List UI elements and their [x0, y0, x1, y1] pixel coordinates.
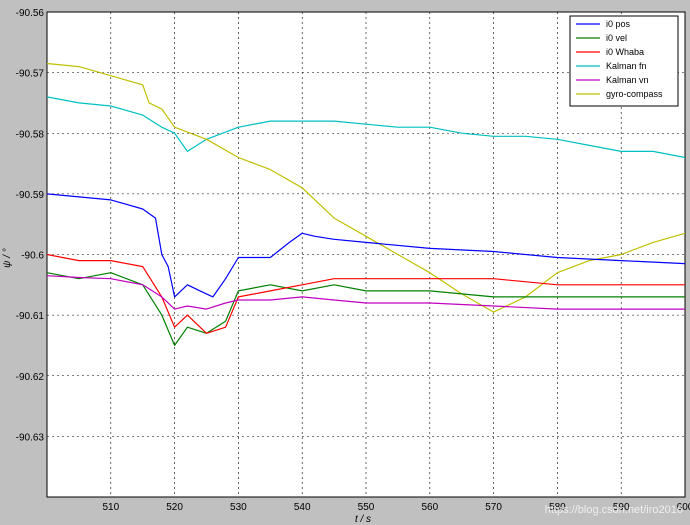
series-line-gyro-compass	[46, 62, 686, 313]
x-tick-label: 550	[358, 502, 375, 513]
y-tick-label: -90.57	[16, 69, 45, 80]
y-tick-label: -90.59	[16, 190, 45, 201]
x-tick-label: 510	[102, 502, 119, 513]
legend-entry: Kalman fn	[606, 61, 647, 71]
y-axis-ticks: -90.56 -90.57 -90.58 -90.59 -90.6 -90.61 -90.6…	[16, 8, 45, 443]
x-tick-label: 520	[166, 502, 183, 513]
legend-entry: i0 pos	[606, 19, 631, 29]
y-tick-label: -90.62	[16, 372, 45, 383]
y-tick-label: -90.56	[16, 8, 45, 19]
y-tick-label: -90.6	[21, 251, 44, 262]
x-tick-label: 580	[549, 502, 566, 513]
x-tick-label: 540	[294, 502, 311, 513]
legend-entry: i0 Whaba	[606, 47, 644, 57]
legend-box	[569, 15, 679, 107]
watermark: https://blog.csdn.net/iro2016	[545, 504, 683, 516]
legend-entry: Kalman vn	[606, 75, 649, 85]
legend-entry: gyro-compass	[606, 89, 663, 99]
x-tick-label: 590	[613, 502, 630, 513]
series-layer	[46, 62, 686, 346]
series-line-i0-whaba	[46, 253, 685, 334]
x-axis-ticks: 510 520 530 540 550 560 570 580 590 600	[102, 502, 690, 513]
x-tick-label: 560	[421, 502, 438, 513]
x-tick-label: 600	[677, 502, 690, 513]
x-axis-label: t / s	[355, 514, 371, 525]
y-tick-label: -90.58	[16, 129, 45, 140]
legend-entry: i0 vel	[606, 33, 627, 43]
legend: i0 pos i0 vel i0 Whaba Kalman fn Kalman vn gy…	[569, 15, 679, 107]
series-line-kalman-fn	[46, 96, 686, 159]
grid-lines	[47, 12, 685, 497]
y-axis-label: ψ / °	[2, 248, 13, 268]
x-tick-label: 530	[230, 502, 247, 513]
y-tick-label: -90.63	[16, 432, 45, 443]
y-tick-label: -90.61	[16, 311, 45, 322]
x-tick-label: 570	[485, 502, 502, 513]
series-line-i0-pos	[46, 193, 686, 298]
series-line-kalman-vn	[46, 275, 685, 310]
